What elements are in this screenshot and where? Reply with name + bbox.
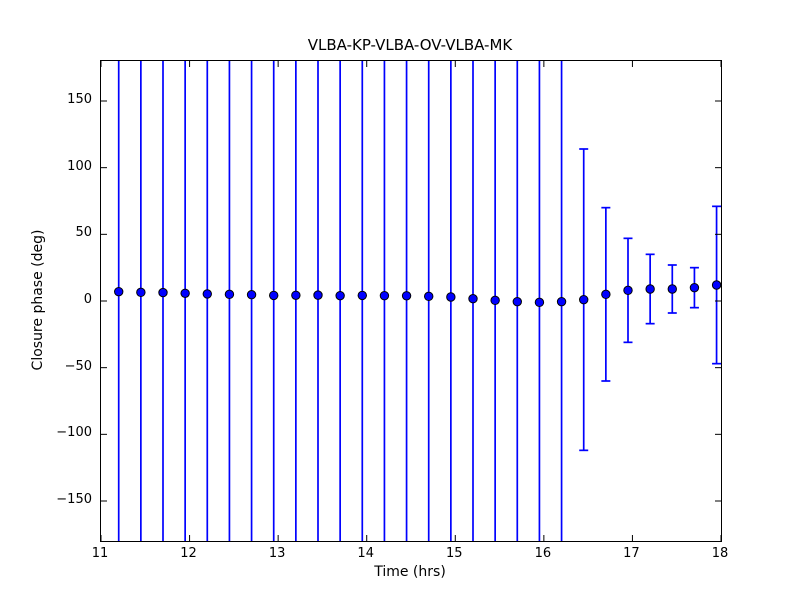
- data-point: [468, 294, 478, 304]
- data-point: [313, 290, 323, 300]
- data-point: [711, 280, 721, 290]
- data-point: [667, 284, 677, 294]
- y-tick-label: −150: [56, 492, 92, 507]
- data-point: [689, 282, 700, 293]
- data-point: [158, 287, 168, 298]
- data-point: [291, 290, 301, 300]
- plot-svg: [101, 61, 721, 541]
- data-point: [512, 296, 522, 307]
- x-tick-label: 16: [534, 546, 552, 561]
- data-point: [269, 290, 279, 301]
- x-tick-label: 12: [180, 546, 197, 561]
- data-point: [645, 284, 655, 294]
- data-point: [180, 288, 190, 298]
- x-tick-label: 14: [357, 546, 374, 561]
- axes-area: [100, 60, 722, 542]
- y-tick-label: 100: [67, 158, 92, 174]
- data-point: [534, 297, 545, 308]
- data-point: [623, 285, 633, 296]
- y-tick-label: −100: [56, 425, 92, 441]
- plot-title: VLBA-KP-VLBA-OV-VLBA-MK: [307, 36, 513, 54]
- x-tick-label: 18: [711, 546, 729, 561]
- data-point: [357, 290, 367, 301]
- data-point: [579, 294, 589, 305]
- y-tick-label: −50: [64, 358, 92, 374]
- data-point: [114, 286, 124, 297]
- data-point: [246, 290, 257, 300]
- x-tick-label: 13: [268, 546, 286, 561]
- data-point: [136, 287, 146, 298]
- data-point: [556, 296, 567, 307]
- data-point: [335, 290, 345, 301]
- data-point: [401, 291, 412, 301]
- x-tick-label: 17: [623, 546, 640, 561]
- data-point: [490, 295, 500, 306]
- y-tick-label: 150: [67, 92, 92, 107]
- y-tick-label: 50: [75, 225, 92, 241]
- data-point: [224, 289, 235, 300]
- data-point: [202, 289, 212, 299]
- data-point: [446, 292, 456, 302]
- data-point: [601, 289, 611, 300]
- data-point: [379, 290, 390, 301]
- x-axis-label: Time (hrs): [374, 564, 446, 580]
- x-tick-label: 11: [91, 546, 109, 561]
- x-tick-label: 15: [446, 546, 463, 561]
- y-tick-label: 0: [83, 292, 92, 307]
- data-point: [424, 291, 434, 302]
